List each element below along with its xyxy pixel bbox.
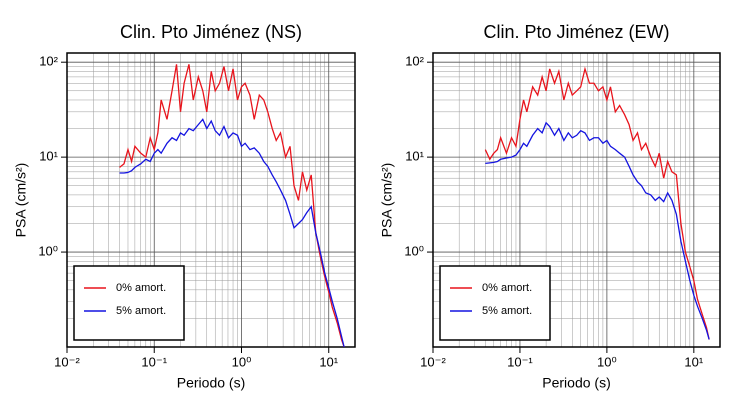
y-tick-label: 10⁰: [404, 244, 424, 259]
series-line: [485, 121, 710, 340]
legend-label: 0% amort.: [482, 282, 532, 294]
plot-frame: [66, 52, 356, 348]
y-tick-label: 10²: [39, 54, 58, 69]
x-tick-label: 10¹: [684, 354, 703, 369]
chart-title: Clin. Pto Jiménez (EW): [483, 22, 669, 42]
x-tick-label: 10⁻¹: [141, 354, 167, 369]
y-axis-label: PSA (cm/s²): [13, 163, 29, 238]
x-axis-label: Periodo (s): [177, 375, 245, 391]
chart-title: Clin. Pto Jiménez (NS): [120, 22, 302, 42]
legend-label: 0% amort.: [116, 282, 166, 294]
plot-frame: [432, 52, 721, 348]
panel: 10⁻² 10⁻¹ 10⁰ 10¹ 10⁰ 10¹ 10² Clin. Pto Jiménez…: [379, 22, 721, 391]
x-tick-label: 10⁰: [232, 354, 252, 369]
y-tick-label: 10²: [405, 54, 424, 69]
legend-label: 5% amort.: [116, 305, 166, 317]
x-tick-label: 10¹: [319, 354, 338, 369]
legend-box: [73, 265, 185, 341]
series-line: [119, 118, 345, 347]
x-tick-label: 10⁻²: [420, 354, 446, 369]
x-tick-label: 10⁰: [597, 354, 617, 369]
legend-box: [439, 265, 551, 341]
series-line: [484, 66, 710, 340]
panel: 10⁻² 10⁻¹ 10⁰ 10¹ 10⁰ 10¹ 10² Clin. Pto Jiménez…: [13, 22, 356, 391]
x-tick-label: 10⁻²: [54, 354, 80, 369]
y-tick-label: 10¹: [39, 149, 58, 164]
x-axis-label: Periodo (s): [542, 375, 610, 391]
x-tick-label: 10⁻¹: [507, 354, 533, 369]
y-axis-label: PSA (cm/s²): [379, 163, 395, 238]
series-line: [119, 64, 345, 347]
legend-label: 5% amort.: [482, 305, 532, 317]
y-tick-label: 10⁰: [38, 244, 58, 259]
y-tick-label: 10¹: [405, 149, 424, 164]
